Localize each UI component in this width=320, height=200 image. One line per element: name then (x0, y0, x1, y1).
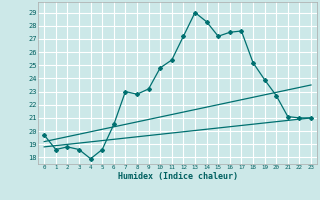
X-axis label: Humidex (Indice chaleur): Humidex (Indice chaleur) (118, 172, 238, 181)
